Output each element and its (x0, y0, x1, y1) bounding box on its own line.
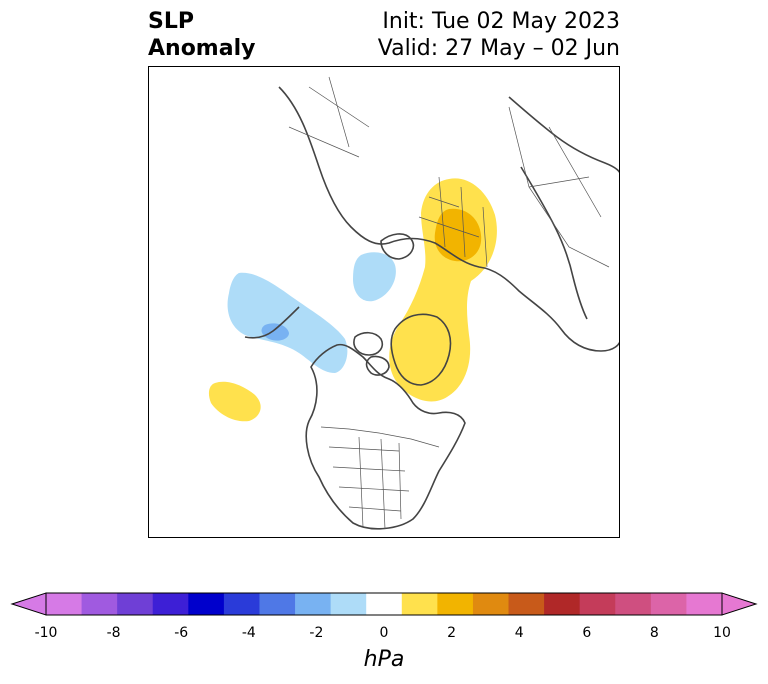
colorbar (10, 592, 758, 616)
positive-anomaly-core (434, 208, 482, 262)
title-type: Anomaly (148, 36, 256, 61)
colorbar-tick-label: -2 (309, 625, 324, 641)
colorbar-tick-label: -6 (174, 625, 189, 641)
colorbar-cells (46, 593, 723, 615)
coast-arctic-islands (353, 331, 390, 376)
colorbar-tick-label: -4 (241, 625, 256, 641)
colorbar-tick-label: -8 (106, 625, 121, 641)
colorbar-cell (366, 593, 403, 615)
colorbar-cell (81, 593, 118, 615)
colorbar-cell (615, 593, 652, 615)
colorbar-cell (259, 593, 296, 615)
colorbar-cell (437, 593, 474, 615)
negative-anomaly-barents (353, 252, 396, 302)
coast-north-america (305, 343, 466, 530)
borders (288, 76, 610, 530)
colorbar-cell (46, 593, 83, 615)
colorbar-cell (223, 593, 260, 615)
colorbar-cell (508, 593, 545, 615)
colorbar-cell (472, 593, 510, 615)
colorbar-outline (45, 592, 723, 616)
anomaly-fields (208, 178, 497, 422)
coast-scandinavia (380, 233, 415, 260)
colorbar-cell (579, 593, 616, 615)
border-africa (288, 76, 370, 158)
coast-north-asia (508, 96, 619, 173)
colorbar-tick-label: 6 (582, 625, 592, 641)
colorbar-tick-label: -10 (34, 625, 58, 641)
coast-east-asia (520, 166, 588, 320)
border-us-canada (320, 426, 440, 448)
title-variable: SLP (148, 9, 194, 34)
coastlines (244, 86, 619, 530)
border-us-states (328, 436, 410, 530)
colorbar-unit: hPa (363, 647, 405, 672)
colorbar-cell (686, 593, 723, 615)
colorbar-tick-label: 0 (379, 625, 389, 641)
colorbar-cell (650, 593, 687, 615)
colorbar-cell (544, 593, 581, 615)
border-asia (508, 106, 610, 268)
coast-alaska (244, 306, 300, 339)
anomaly-map (208, 76, 619, 530)
positive-anomaly-pacific (208, 381, 261, 422)
border-europe (418, 176, 488, 268)
colorbar-cell (117, 593, 154, 615)
map-panel (148, 66, 620, 538)
colorbar-extend-high (721, 592, 758, 616)
coast-eurasia (278, 86, 619, 352)
colorbar-tick-label: 4 (514, 625, 524, 641)
colorbar-tick-label: 2 (447, 625, 457, 641)
colorbar-extend-low (10, 592, 47, 616)
negative-anomaly-alaska-core (261, 323, 289, 341)
plot-title-left: SLP Anomaly (148, 8, 255, 62)
plot-title-right: Init: Tue 02 May 2023 Valid: 27 May – 02… (378, 8, 620, 62)
coast-greenland (390, 313, 452, 386)
colorbar-cell (401, 593, 438, 615)
colorbar-tick-label: 10 (713, 625, 731, 641)
negative-anomaly-alaska (227, 272, 348, 373)
colorbar-cell (188, 593, 225, 615)
colorbar-tick-label: 8 (649, 625, 659, 641)
init-date: Init: Tue 02 May 2023 (382, 9, 620, 34)
valid-range: Valid: 27 May – 02 Jun (377, 36, 620, 61)
colorbar-cell (295, 593, 332, 615)
colorbar-cell (152, 593, 189, 615)
colorbar-cell (330, 593, 367, 615)
